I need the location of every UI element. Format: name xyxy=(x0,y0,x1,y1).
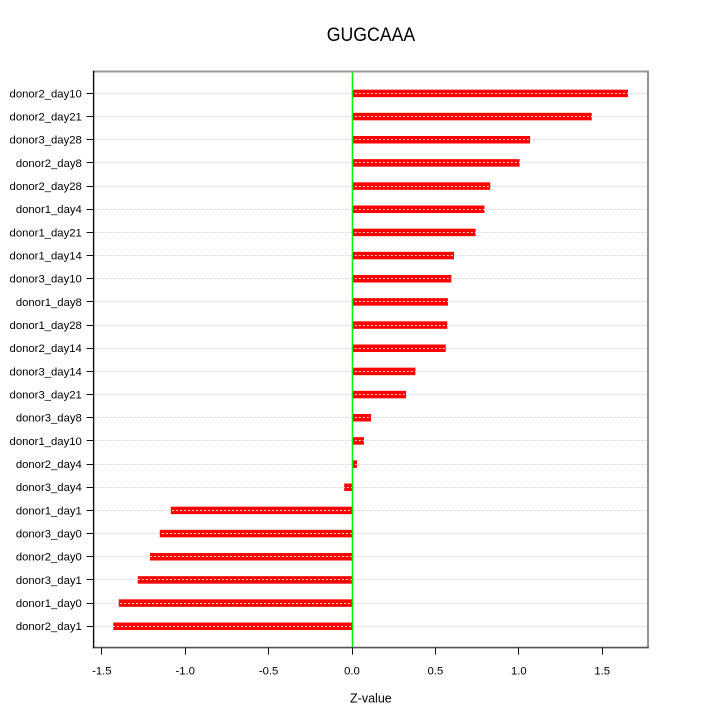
svg-text:GUGCAAA: GUGCAAA xyxy=(327,24,416,46)
svg-text:donor2_day28: donor2_day28 xyxy=(10,181,82,193)
svg-text:donor3_day8: donor3_day8 xyxy=(16,413,82,425)
svg-text:-1.0: -1.0 xyxy=(175,666,194,678)
svg-text:donor2_day4: donor2_day4 xyxy=(16,459,82,471)
svg-text:donor1_day21: donor1_day21 xyxy=(10,227,82,239)
svg-text:donor1_day14: donor1_day14 xyxy=(10,250,82,262)
svg-text:donor1_day0: donor1_day0 xyxy=(16,598,82,610)
svg-text:1.5: 1.5 xyxy=(594,666,610,678)
svg-text:donor3_day28: donor3_day28 xyxy=(10,135,82,147)
svg-text:0.0: 0.0 xyxy=(344,666,360,678)
svg-text:donor3_day21: donor3_day21 xyxy=(10,389,82,401)
svg-text:-1.5: -1.5 xyxy=(92,666,111,678)
svg-text:1.0: 1.0 xyxy=(511,666,527,678)
svg-text:donor1_day4: donor1_day4 xyxy=(16,204,82,216)
svg-text:0.5: 0.5 xyxy=(428,666,444,678)
svg-text:-0.5: -0.5 xyxy=(259,666,278,678)
svg-text:donor2_day8: donor2_day8 xyxy=(16,158,82,170)
svg-text:donor2_day0: donor2_day0 xyxy=(16,552,82,564)
svg-text:donor3_day4: donor3_day4 xyxy=(16,482,82,494)
svg-text:donor2_day1: donor2_day1 xyxy=(16,621,82,633)
svg-text:donor1_day1: donor1_day1 xyxy=(16,505,82,517)
svg-text:donor1_day10: donor1_day10 xyxy=(10,436,82,448)
svg-text:donor1_day28: donor1_day28 xyxy=(10,320,82,332)
svg-text:donor3_day10: donor3_day10 xyxy=(10,274,82,286)
svg-text:donor2_day21: donor2_day21 xyxy=(10,111,82,123)
svg-text:Z-value: Z-value xyxy=(350,692,392,706)
svg-text:donor2_day10: donor2_day10 xyxy=(10,88,82,100)
svg-text:donor3_day0: donor3_day0 xyxy=(16,528,82,540)
svg-text:donor3_day1: donor3_day1 xyxy=(16,575,82,587)
svg-text:donor3_day14: donor3_day14 xyxy=(10,366,82,378)
svg-text:donor1_day8: donor1_day8 xyxy=(16,297,82,309)
svg-text:donor2_day14: donor2_day14 xyxy=(10,343,82,355)
